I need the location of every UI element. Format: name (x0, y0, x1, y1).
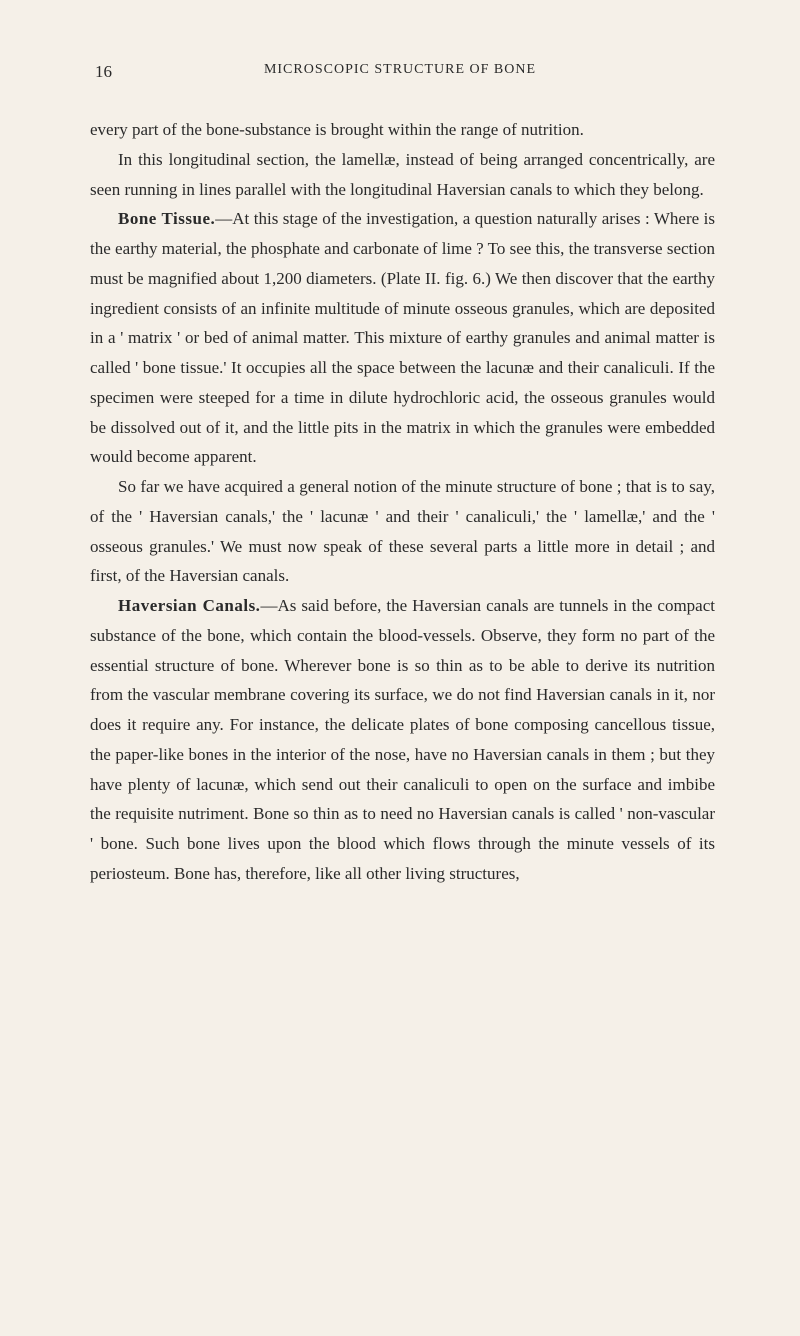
bone-tissue-heading: Bone Tissue. (118, 209, 215, 228)
paragraph-1: every part of the bone-substance is brou… (90, 115, 715, 145)
paragraph-5-body: —As said before, the Haversian canals ar… (90, 596, 715, 883)
haversian-canals-heading: Haversian Canals. (118, 596, 260, 615)
paragraph-3: Bone Tissue.—At this stage of the invest… (90, 204, 715, 472)
paragraph-3-body: —At this stage of the investigation, a q… (90, 209, 715, 466)
running-header: MICROSCOPIC STRUCTURE OF BONE (0, 62, 800, 78)
paragraph-4: So far we have acquired a general notion… (90, 472, 715, 591)
paragraph-5: Haversian Canals.—As said before, the Ha… (90, 591, 715, 889)
page-content: every part of the bone-substance is brou… (90, 115, 715, 889)
paragraph-2: In this longitudinal section, the lamell… (90, 145, 715, 205)
